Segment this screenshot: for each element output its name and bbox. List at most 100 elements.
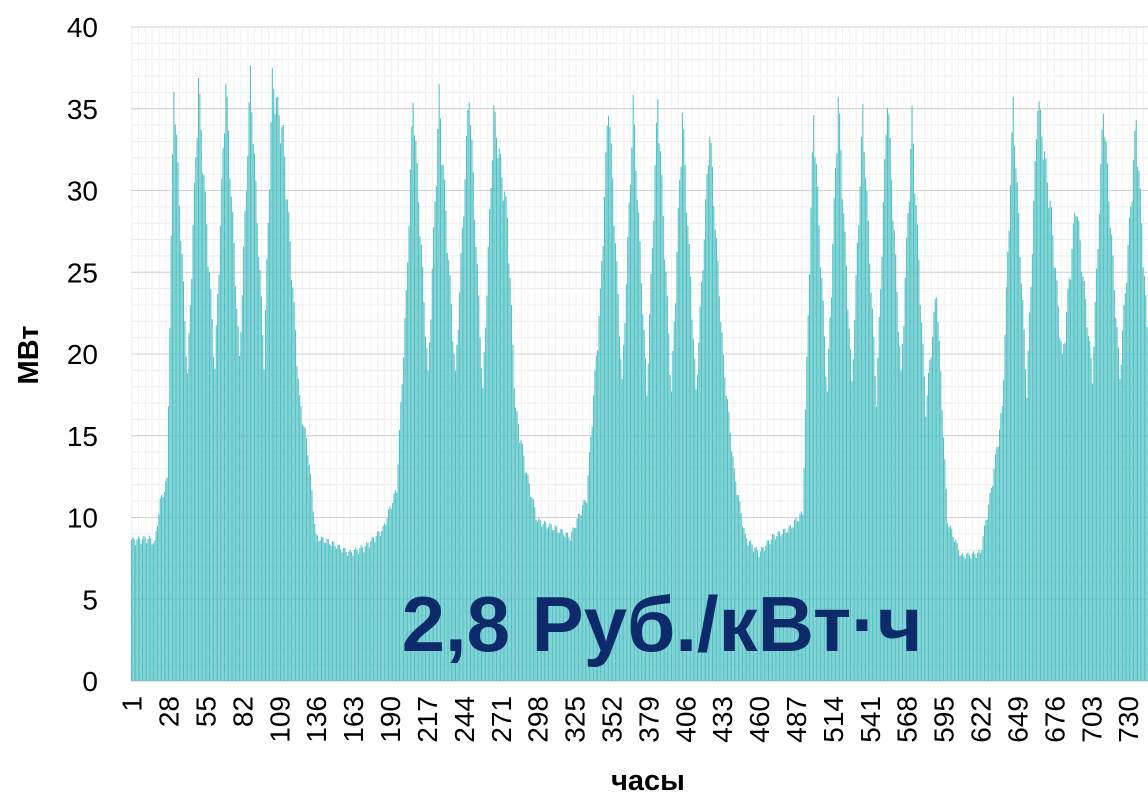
bar — [684, 164, 686, 681]
bar — [855, 275, 857, 681]
bar — [263, 369, 265, 681]
x-tick-label: 217 — [412, 696, 443, 743]
bar — [732, 456, 734, 681]
bar — [670, 391, 673, 681]
bar — [672, 350, 674, 681]
bar — [206, 224, 208, 681]
bar — [1094, 302, 1096, 681]
bar — [937, 322, 939, 681]
bar — [249, 65, 251, 682]
bar — [534, 507, 536, 681]
bar — [199, 94, 201, 681]
bar — [456, 344, 458, 681]
bar — [144, 537, 146, 681]
bar — [833, 197, 835, 681]
bar — [999, 429, 1001, 681]
bar — [338, 544, 340, 681]
y-tick-label: 15 — [67, 421, 98, 452]
bar — [666, 296, 668, 681]
bar — [769, 544, 771, 681]
bar — [433, 227, 435, 681]
bar — [788, 526, 790, 681]
bar — [895, 254, 897, 681]
bar — [947, 523, 949, 681]
bar — [845, 265, 847, 681]
bar — [706, 174, 708, 681]
bar — [1137, 166, 1139, 681]
bar — [577, 513, 580, 681]
x-tick-label: 136 — [301, 696, 332, 743]
bar — [184, 321, 186, 681]
bar — [870, 292, 872, 681]
bar — [953, 541, 955, 681]
bar — [520, 440, 522, 681]
bar — [759, 551, 761, 681]
bar — [148, 535, 150, 681]
bar — [869, 263, 871, 681]
bar — [1042, 159, 1044, 681]
x-tick-label: 595 — [929, 696, 960, 743]
bar — [260, 296, 262, 681]
bar — [238, 356, 241, 681]
bar — [383, 523, 385, 681]
bar — [1111, 234, 1113, 681]
bar — [911, 105, 913, 681]
bar — [491, 160, 493, 682]
bar — [214, 368, 216, 681]
bar — [599, 288, 601, 681]
bar — [315, 534, 317, 681]
x-tick-label: 82 — [227, 696, 258, 727]
bar — [264, 310, 267, 681]
bar — [662, 216, 664, 681]
bar — [397, 464, 399, 681]
bar — [841, 199, 843, 681]
bar — [758, 557, 760, 681]
x-tick-label: 460 — [744, 696, 775, 743]
bar — [1102, 113, 1104, 681]
bar — [286, 199, 288, 681]
bar — [829, 317, 831, 681]
bar — [575, 527, 577, 681]
bar — [1038, 101, 1040, 681]
bar — [623, 345, 625, 681]
bar — [1016, 182, 1018, 681]
bar — [757, 550, 759, 681]
bar — [333, 541, 335, 681]
bar — [228, 130, 230, 681]
bar — [698, 342, 700, 681]
bar — [897, 332, 899, 681]
bar — [232, 211, 234, 681]
bar — [994, 454, 996, 681]
bar — [762, 547, 764, 681]
bar — [1034, 161, 1036, 682]
bar — [862, 104, 864, 682]
bar — [834, 167, 837, 681]
bar — [189, 305, 191, 681]
bar — [297, 378, 299, 681]
bar — [300, 406, 302, 681]
bar — [1091, 383, 1094, 681]
bar — [1097, 249, 1099, 682]
y-tick-label: 20 — [67, 339, 98, 370]
bar — [519, 442, 521, 681]
bar — [176, 134, 178, 681]
bar — [839, 113, 841, 681]
bar — [737, 495, 739, 681]
x-tick-label: 55 — [191, 696, 222, 727]
bar — [1030, 286, 1032, 681]
x-tick-label: 703 — [1076, 696, 1107, 743]
bar — [1146, 326, 1148, 681]
bar — [1063, 343, 1065, 681]
bar — [718, 296, 720, 681]
bar — [624, 323, 626, 681]
bar — [196, 137, 198, 682]
bar — [419, 236, 421, 681]
bar — [1079, 240, 1081, 681]
bar — [1082, 276, 1084, 681]
bar — [454, 370, 457, 681]
bar — [501, 177, 503, 682]
bar — [292, 287, 294, 681]
bar — [1048, 207, 1050, 681]
bar — [445, 210, 447, 681]
